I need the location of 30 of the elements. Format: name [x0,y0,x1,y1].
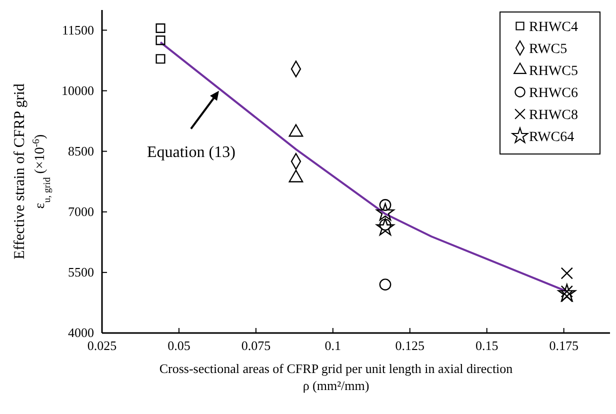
point [156,54,166,64]
legend-label: RHWC4 [529,20,578,35]
x-tick-label: 0.175 [549,338,578,354]
y-tick-label: 4000 [68,325,94,340]
point [558,284,576,302]
point [379,278,392,290]
x-tick-label: 0.075 [241,338,271,354]
x-tick-label: 0.025 [87,338,117,354]
y-tick-label: 7000 [68,204,94,220]
point [376,203,394,221]
point [376,218,394,236]
x-tick-label: 0.05 [168,338,190,354]
y-tick-label: 8500 [68,143,94,158]
y-tick-label: 11500 [62,22,94,38]
point [379,199,392,211]
legend-label: RWC5 [529,42,568,57]
x-tick-label: 0.125 [395,338,425,354]
y-tick-label: 10000 [62,82,94,98]
x-axis-title: Cross-sectional areas of CFRP grid per unit length in axial direction ρ (mm²/mm) [159,361,514,393]
point [560,267,573,280]
point [156,23,166,33]
legend-label: RHWC5 [529,64,578,79]
x-tick-label: 0.15 [475,338,498,354]
legend-label: RHWC6 [529,86,578,101]
legend-label: RHWC8 [529,108,578,123]
legend-label: RWC64 [529,130,574,145]
annotation: Equation (13) [146,144,236,161]
y-tick-label: 5500 [68,264,94,280]
x-tick-label: 0.1 [324,338,342,354]
point [156,36,166,46]
